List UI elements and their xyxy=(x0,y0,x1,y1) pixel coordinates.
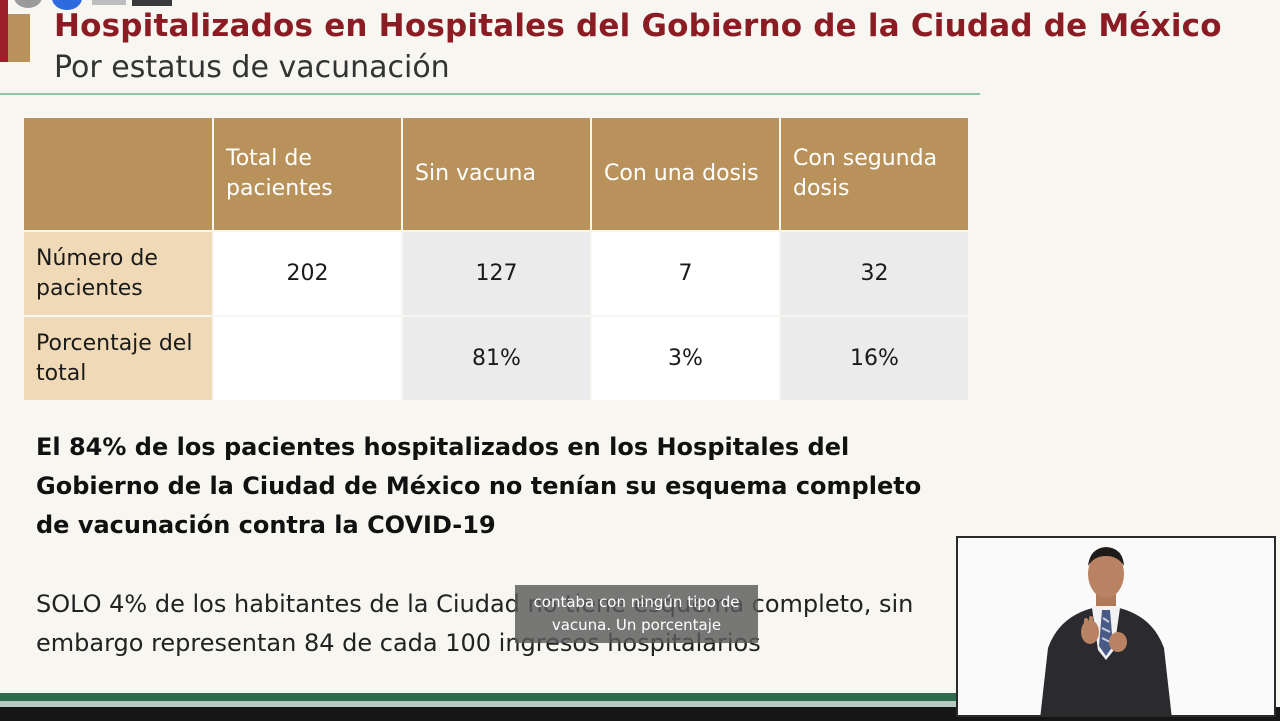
title-accent-gold xyxy=(8,14,30,62)
context-note: SOLO 4% de los habitantes de la Ciudad n… xyxy=(36,590,914,657)
slide-subtitle: Por estatus de vacunación xyxy=(54,50,450,85)
video-caption: contaba con ningún tipo de vacuna. Un po… xyxy=(515,585,758,643)
key-statement: El 84% de los pacientes hospitalizados e… xyxy=(36,433,922,539)
table-row: Número de pacientes 202 127 7 32 xyxy=(24,232,968,315)
toolbar-tab[interactable] xyxy=(92,0,126,5)
cell-total: 202 xyxy=(214,232,401,315)
circle-button-icon[interactable] xyxy=(14,0,42,8)
cell-segunda-dosis-pct: 16% xyxy=(781,317,968,400)
header-empty xyxy=(24,118,212,230)
cell-sin-vacuna: 127 xyxy=(403,232,590,315)
footer-stripe xyxy=(0,693,958,701)
table-row: Porcentaje del total 81% 3% 16% xyxy=(24,317,968,400)
table-header-row: Total de pacientes Sin vacuna Con una do… xyxy=(24,118,968,230)
cell-sin-vacuna-pct: 81% xyxy=(403,317,590,400)
title-accent-red xyxy=(0,0,8,62)
cell-total-pct xyxy=(214,317,401,400)
slide-title: Hospitalizados en Hospitales del Gobiern… xyxy=(54,8,1222,44)
cell-una-dosis-pct: 3% xyxy=(592,317,779,400)
header-segunda-dosis: Con segunda dosis xyxy=(781,118,968,230)
title-divider xyxy=(0,93,980,95)
header-sin-vacuna: Sin vacuna xyxy=(403,118,590,230)
footer-stripe-light xyxy=(0,701,958,707)
sign-language-interpreter-video xyxy=(956,536,1276,717)
facebook-icon[interactable] xyxy=(52,0,82,10)
interpreter-figure xyxy=(1040,547,1172,715)
caption-line: vacuna. Un porcentaje xyxy=(551,616,722,634)
header-total-pacientes: Total de pacientes xyxy=(214,118,401,230)
cell-segunda-dosis: 32 xyxy=(781,232,968,315)
header-una-dosis: Con una dosis xyxy=(592,118,779,230)
toolbar-tab-dark[interactable] xyxy=(132,0,172,6)
row-label-numero: Número de pacientes xyxy=(24,232,212,315)
vaccination-status-table: Total de pacientes Sin vacuna Con una do… xyxy=(22,116,970,402)
player-toolbar xyxy=(0,0,180,10)
row-label-porcentaje: Porcentaje del total xyxy=(24,317,212,400)
cell-una-dosis: 7 xyxy=(592,232,779,315)
caption-line: contaba con ningún tipo de xyxy=(533,593,740,611)
